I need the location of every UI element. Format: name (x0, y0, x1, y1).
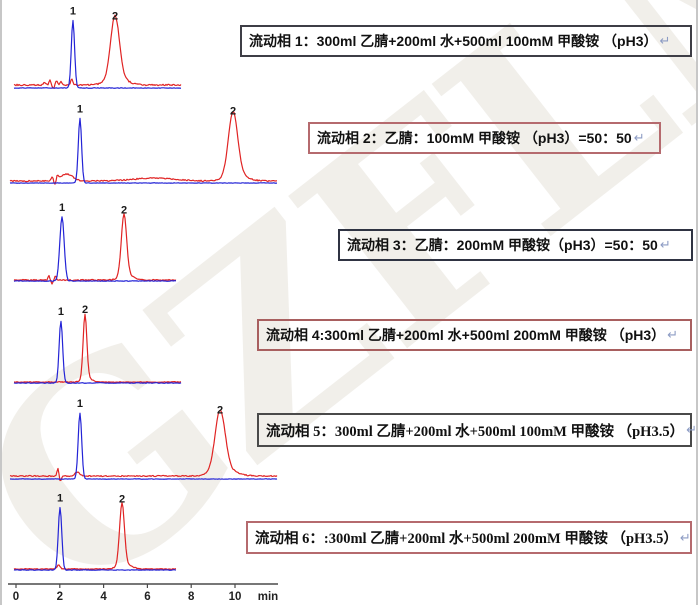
paragraph-return-mark: ↵ (679, 529, 691, 545)
peak-label-2: 2 (230, 105, 236, 117)
trace-blue (13, 320, 182, 384)
trace-red (9, 409, 278, 482)
axis-tick-label: 8 (188, 591, 195, 603)
peak-label-1: 1 (70, 6, 76, 18)
paragraph-return-mark: ↵ (686, 422, 697, 437)
axis-tick-label: 0 (13, 591, 19, 603)
mobile-phase-label-6: 流动相 6：:300ml 乙腈+200ml 水+500ml 200mM 甲酸铵 … (255, 531, 678, 547)
trace-red (13, 502, 177, 570)
peak-label-1: 1 (59, 202, 65, 214)
chromatogram-4: 21 (13, 304, 182, 384)
peak-label-2: 2 (217, 405, 223, 417)
paragraph-return-mark: ↵ (659, 33, 671, 48)
mobile-phase-box-1[interactable]: 流动相 1：300ml 乙腈+200ml 水+500ml 100mM 甲酸铵 （… (240, 25, 692, 57)
axis-unit-label: min (258, 591, 278, 603)
x-axis: 0 2 4 6 8 10 min (8, 583, 278, 603)
chromatogram-3: 21 (13, 202, 177, 285)
trace-red (13, 313, 182, 383)
mobile-phase-label-5: 流动相 5：300ml 乙腈+200ml 水+500ml 100mM 甲酸铵 （… (266, 423, 685, 440)
chromatogram-2: 21 (9, 103, 278, 185)
trace-red (13, 14, 182, 89)
axis-tick-label: 6 (144, 591, 150, 603)
mobile-phase-label-1: 流动相 1：300ml 乙腈+200ml 水+500ml 100mM 甲酸铵 （… (249, 33, 658, 49)
axis-tick-label: 2 (57, 591, 63, 603)
chromatogram-5: 21 (9, 398, 278, 482)
trace-blue (9, 412, 278, 480)
peak-label-2: 2 (121, 205, 127, 217)
paragraph-return-mark: ↵ (659, 237, 671, 252)
mobile-phase-box-5[interactable]: 流动相 5：300ml 乙腈+200ml 水+500ml 100mM 甲酸铵 （… (257, 413, 697, 447)
peak-label-2: 2 (82, 304, 88, 316)
peak-label-2: 2 (112, 10, 118, 22)
trace-blue (9, 117, 278, 184)
mobile-phase-label-3: 流动相 3：乙腈：200mM 甲酸铵（pH3）=50：50 (347, 237, 658, 253)
trace-blue (13, 216, 177, 282)
trace-red (13, 213, 177, 285)
mobile-phase-label-2: 流动相 2：乙腈：100mM 甲酸铵 （pH3）=50：50 (317, 130, 632, 146)
mobile-phase-box-3[interactable]: 流动相 3：乙腈：200mM 甲酸铵（pH3）=50：50 ↵ (338, 229, 693, 261)
paragraph-return-mark: ↵ (633, 130, 645, 145)
mobile-phase-label-4: 流动相 4:300ml 乙腈+200ml 水+500ml 200mM 甲酸铵 （… (266, 327, 666, 343)
peak-label-2: 2 (119, 494, 125, 506)
chromatogram-1: 21 (13, 6, 182, 89)
page-edge-left (0, 0, 2, 605)
chromatogram-6: 21 (13, 492, 177, 571)
paragraph-return-mark: ↵ (667, 327, 679, 342)
trace-blue (13, 19, 182, 89)
peak-label-1: 1 (77, 103, 83, 115)
axis-tick-label: 10 (229, 591, 242, 603)
trace-blue (13, 506, 177, 571)
trace-red (9, 111, 278, 185)
peak-label-1: 1 (58, 306, 64, 318)
mobile-phase-box-4[interactable]: 流动相 4:300ml 乙腈+200ml 水+500ml 200mM 甲酸铵 （… (257, 319, 692, 351)
mobile-phase-box-2[interactable]: 流动相 2：乙腈：100mM 甲酸铵 （pH3）=50：50 ↵ (308, 122, 661, 154)
mobile-phase-box-6[interactable]: 流动相 6：:300ml 乙腈+200ml 水+500ml 200mM 甲酸铵 … (246, 521, 692, 554)
axis-tick-label: 4 (100, 591, 107, 603)
page-edge-right (696, 0, 698, 605)
peak-label-1: 1 (57, 492, 63, 504)
peak-label-1: 1 (77, 398, 83, 410)
